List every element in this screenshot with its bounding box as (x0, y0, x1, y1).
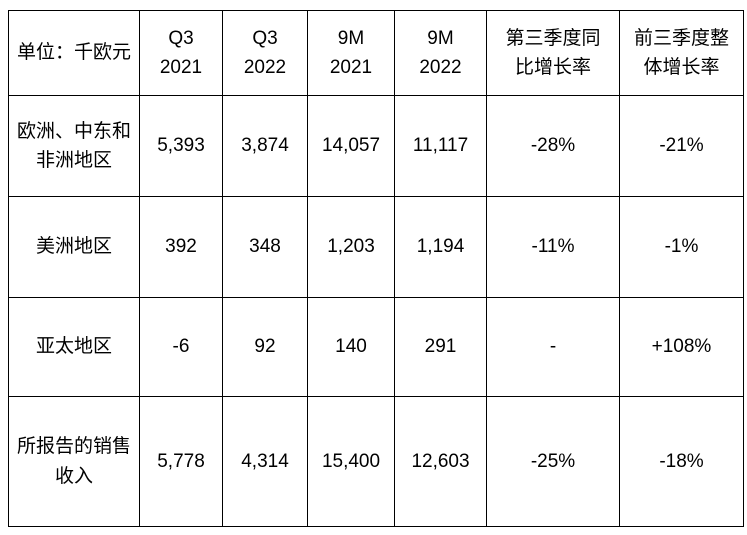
value-cell: -11% (486, 196, 620, 298)
header-row: 单位：千欧元 Q3 2021 Q3 2022 9M 2021 9M 2022 第… (8, 10, 744, 96)
table-row-emea: 欧洲、中东和 非洲地区 5,393 3,874 14,057 11,117 -2… (8, 95, 744, 197)
column-header-9m-overall-growth: 前三季度整 体增长率 (619, 10, 744, 96)
value-cell: -18% (619, 396, 744, 527)
value-cell: 12,603 (394, 396, 487, 527)
value-cell: 348 (222, 196, 308, 298)
value-cell: -6 (139, 297, 223, 397)
column-header-q3-2022: Q3 2022 (222, 10, 308, 96)
table-row-reported-revenue: 所报告的销售 收入 5,778 4,314 15,400 12,603 -25%… (8, 396, 744, 527)
value-cell: 14,057 (307, 95, 395, 197)
value-cell: -21% (619, 95, 744, 197)
value-cell: +108% (619, 297, 744, 397)
value-cell: 3,874 (222, 95, 308, 197)
table-row-apac: 亚太地区 -6 92 140 291 - +108% (8, 297, 744, 397)
table-row-americas: 美洲地区 392 348 1,203 1,194 -11% -1% (8, 196, 744, 298)
value-cell: -1% (619, 196, 744, 298)
value-cell: 1,194 (394, 196, 487, 298)
column-header-9m-2022: 9M 2022 (394, 10, 487, 96)
value-cell: 291 (394, 297, 487, 397)
value-cell: - (486, 297, 620, 397)
value-cell: 1,203 (307, 196, 395, 298)
value-cell: 5,778 (139, 396, 223, 527)
regional-sales-table: 单位：千欧元 Q3 2021 Q3 2022 9M 2021 9M 2022 第… (8, 10, 744, 527)
row-label: 所报告的销售 收入 (8, 396, 140, 527)
value-cell: 5,393 (139, 95, 223, 197)
column-header-9m-2021: 9M 2021 (307, 10, 395, 96)
column-header-q3-yoy-growth: 第三季度同 比增长率 (486, 10, 620, 96)
value-cell: 140 (307, 297, 395, 397)
value-cell: -28% (486, 95, 620, 197)
column-header-q3-2021: Q3 2021 (139, 10, 223, 96)
value-cell: 392 (139, 196, 223, 298)
row-label: 美洲地区 (8, 196, 140, 298)
value-cell: 11,117 (394, 95, 487, 197)
value-cell: 15,400 (307, 396, 395, 527)
unit-label-cell: 单位：千欧元 (8, 10, 140, 96)
row-label: 亚太地区 (8, 297, 140, 397)
row-label: 欧洲、中东和 非洲地区 (8, 95, 140, 197)
value-cell: 92 (222, 297, 308, 397)
value-cell: 4,314 (222, 396, 308, 527)
value-cell: -25% (486, 396, 620, 527)
